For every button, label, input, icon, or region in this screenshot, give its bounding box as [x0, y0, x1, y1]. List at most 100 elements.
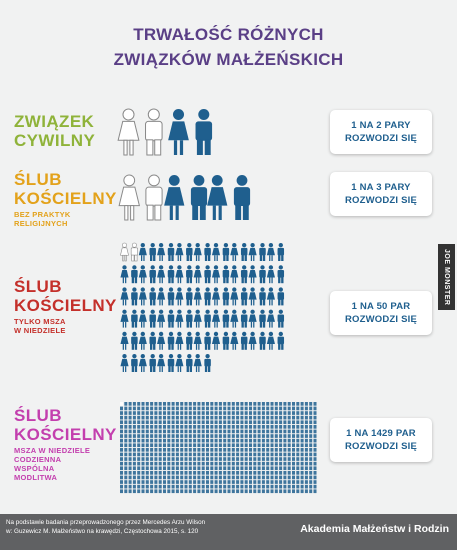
prayer-couple-594	[300, 457, 304, 461]
sunday-couple-15-man-icon	[240, 265, 248, 284]
prayer-couple-77	[253, 406, 257, 411]
prayer-couple-657	[175, 466, 179, 471]
prayer-couple-364	[300, 434, 304, 438]
prayer-couple-559	[150, 457, 154, 461]
prayer-couple-860	[257, 484, 261, 489]
prayer-couple-140	[128, 415, 132, 420]
prayer-couple-296	[206, 429, 210, 434]
prayer-couple-683	[287, 466, 291, 471]
prayer-couple-442	[240, 443, 244, 448]
prayer-couple-266	[274, 425, 278, 429]
prayer-couple-419	[141, 443, 145, 448]
prayer-couple-785	[132, 480, 136, 484]
prayer-couple-809	[236, 480, 240, 484]
sunday-couple-38-man-icon	[167, 331, 175, 350]
sunday-couple-7-woman-icon	[248, 243, 257, 261]
prayer-couple-557	[141, 457, 145, 461]
prayer-couple-758	[214, 475, 218, 480]
sunday-couple-12-man-icon	[186, 265, 193, 284]
prayer-couple-169	[253, 415, 257, 420]
prayer-couple-874	[120, 489, 124, 494]
prayer-couple-474	[180, 448, 184, 452]
prayer-couple-746	[163, 475, 167, 480]
prayer-couple-72	[231, 406, 235, 411]
prayer-couple-68	[214, 406, 218, 411]
prayer-couple-693	[132, 471, 136, 475]
prayer-couple-421	[150, 443, 154, 448]
prayer-couple-456	[300, 443, 304, 448]
section-civil-ratio-box: 1 NA 2 PARY ROZWODZI SIĘ	[330, 110, 432, 154]
prayer-couple-803	[210, 480, 214, 484]
prayer-couple-185	[124, 420, 128, 425]
sunday-couple-26-man-icon	[277, 287, 285, 306]
prayer-couple-815	[261, 480, 265, 484]
prayer-couple-105	[175, 411, 179, 415]
sunday-couple-43-man-icon	[259, 331, 266, 350]
prayer-couple-130	[283, 411, 287, 415]
prayer-couple-714	[223, 471, 227, 475]
prayer-couple-356	[266, 434, 270, 438]
prayer-couple-481	[210, 448, 214, 452]
prayer-couple-876	[128, 489, 132, 494]
sunday-couple-15-woman-icon	[230, 265, 239, 284]
prayer-couple-747	[167, 475, 171, 480]
prayer-couple-562	[163, 457, 167, 461]
sunday-couple-49-woman-icon	[193, 354, 202, 372]
prayer-couple-880	[145, 489, 149, 494]
prayer-couple-282	[145, 429, 149, 434]
prayer-couple-858	[249, 484, 253, 489]
prayer-couple-234	[137, 425, 141, 429]
prayer-couple-602	[137, 461, 141, 466]
prayer-couple-592	[292, 457, 296, 461]
prayer-couple-18	[197, 402, 201, 406]
prayer-couple-771	[270, 475, 274, 480]
prayer-couple-796	[180, 480, 184, 484]
prayer-couple-151	[175, 415, 179, 420]
prayer-couple-473	[175, 448, 179, 452]
prayer-couple-509	[132, 452, 136, 457]
prayer-couple-192	[154, 420, 158, 425]
prayer-couple-780	[309, 475, 313, 480]
prayer-couple-698	[154, 471, 158, 475]
prayer-couple-371	[132, 438, 136, 443]
sunday-couple-22-man-icon	[204, 287, 211, 306]
prayer-couple-739	[132, 475, 136, 480]
prayer-couple-40	[292, 402, 296, 406]
prayer-couple-554	[128, 457, 132, 461]
prayer-couple-756	[206, 475, 210, 480]
prayer-couple-549	[304, 452, 308, 457]
prayer-couple-116	[223, 411, 227, 415]
prayer-couple-487	[236, 448, 240, 452]
prayer-couple-19	[201, 402, 205, 406]
sunday-couple-0-woman-icon	[120, 242, 129, 262]
prayer-couple-183	[313, 415, 317, 420]
prayer-couple-299	[218, 429, 222, 434]
prayer-couple-547	[296, 452, 300, 457]
prayer-couple-373	[141, 438, 145, 443]
prayer-couple-843	[184, 484, 188, 489]
prayer-couple-872	[309, 484, 313, 489]
prayer-couple-272	[300, 425, 304, 429]
prayer-couple-410	[300, 438, 304, 443]
prayer-couple-260	[249, 425, 253, 429]
prayer-couple-94	[128, 411, 132, 415]
prayer-couple-348	[231, 434, 235, 438]
prayer-couple-191	[150, 420, 154, 425]
section-church-sunday-mass-label: ŚLUB KOŚCIELNY TYLKO MSZA W NIEDZIELE	[14, 277, 117, 335]
prayer-couple-37	[279, 402, 283, 406]
prayer-couple-209	[227, 420, 231, 425]
prayer-couple-50	[137, 406, 141, 411]
civil-couple-woman-icon	[168, 109, 189, 155]
prayer-couple-322	[120, 434, 124, 438]
prayer-couple-713	[218, 471, 222, 475]
sunday-couple-28-woman-icon	[138, 309, 147, 328]
prayer-couple-541	[270, 452, 274, 457]
prayer-couple-172	[266, 415, 270, 420]
prayer-couple-708	[197, 471, 201, 475]
prayer-couple-498	[283, 448, 287, 452]
prayer-couple-91	[313, 406, 317, 411]
prayer-couple-673	[244, 466, 248, 471]
prayer-couple-471	[167, 448, 171, 452]
sunday-couple-13-woman-icon	[193, 265, 202, 284]
prayer-couple-24	[223, 402, 227, 406]
